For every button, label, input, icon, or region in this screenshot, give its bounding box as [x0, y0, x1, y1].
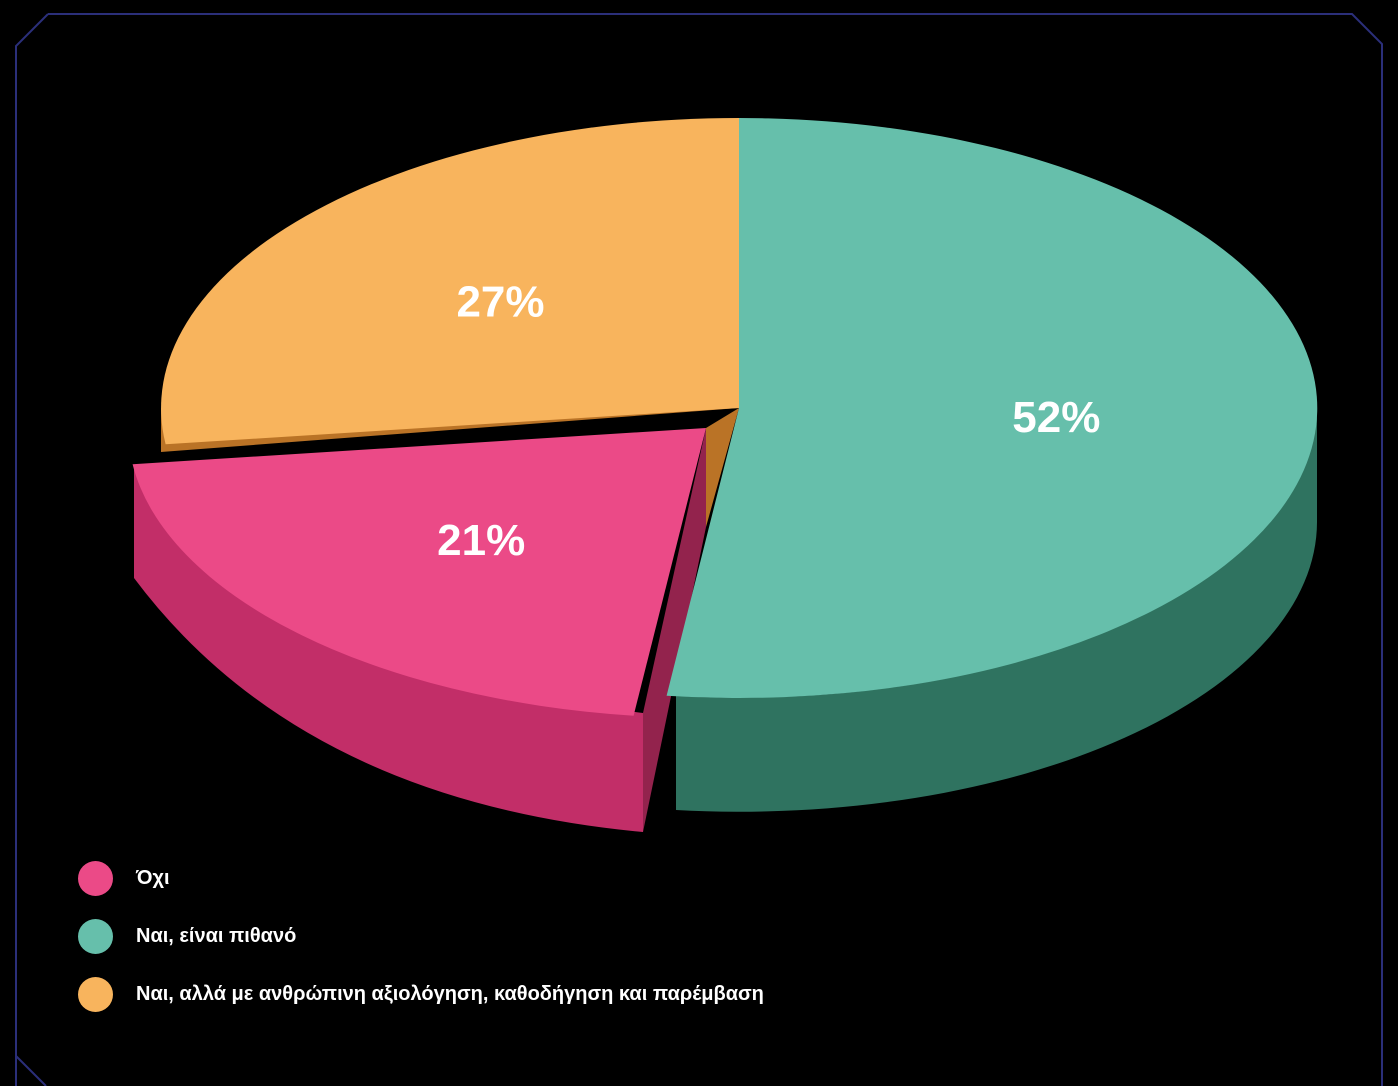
legend-label: Όχι: [136, 866, 170, 889]
legend-label: Ναι, είναι πιθανό: [136, 924, 297, 947]
slice-no: [132, 428, 707, 716]
label-yes-likely: 52%: [1012, 393, 1100, 442]
slice-edge-pink: [643, 428, 706, 832]
legend-swatch: [78, 976, 113, 1012]
legend-item-yes-with-human: Ναι, αλλά με ανθρώπινη αξιολόγηση, καθοδ…: [78, 976, 764, 1012]
slice-inner-orange: [706, 408, 739, 527]
legend-item-no: Όχι: [78, 860, 764, 896]
slice-yes-likely: [666, 117, 1318, 698]
slice-side-pink: [134, 466, 643, 832]
slice-side-teal: [676, 408, 1317, 812]
legend-label: Ναι, αλλά με ανθρώπινη αξιολόγηση, καθοδ…: [136, 982, 764, 1005]
slice-yes-with-human: [161, 118, 739, 445]
legend-swatch: [78, 860, 113, 896]
legend-swatch: [78, 918, 113, 954]
pie-labels: 27% 52% 21%: [437, 278, 1100, 565]
frame-corner-bottom: [15, 1055, 47, 1086]
frame-border: [15, 13, 1383, 1086]
legend: Όχι Ναι, είναι πιθανό Ναι, αλλά με ανθρώ…: [78, 860, 764, 1034]
label-yes-with-human: 27%: [456, 278, 544, 327]
pie-slices: [132, 117, 1318, 716]
label-no: 21%: [437, 516, 525, 565]
legend-item-yes-likely: Ναι, είναι πιθανό: [78, 918, 764, 954]
